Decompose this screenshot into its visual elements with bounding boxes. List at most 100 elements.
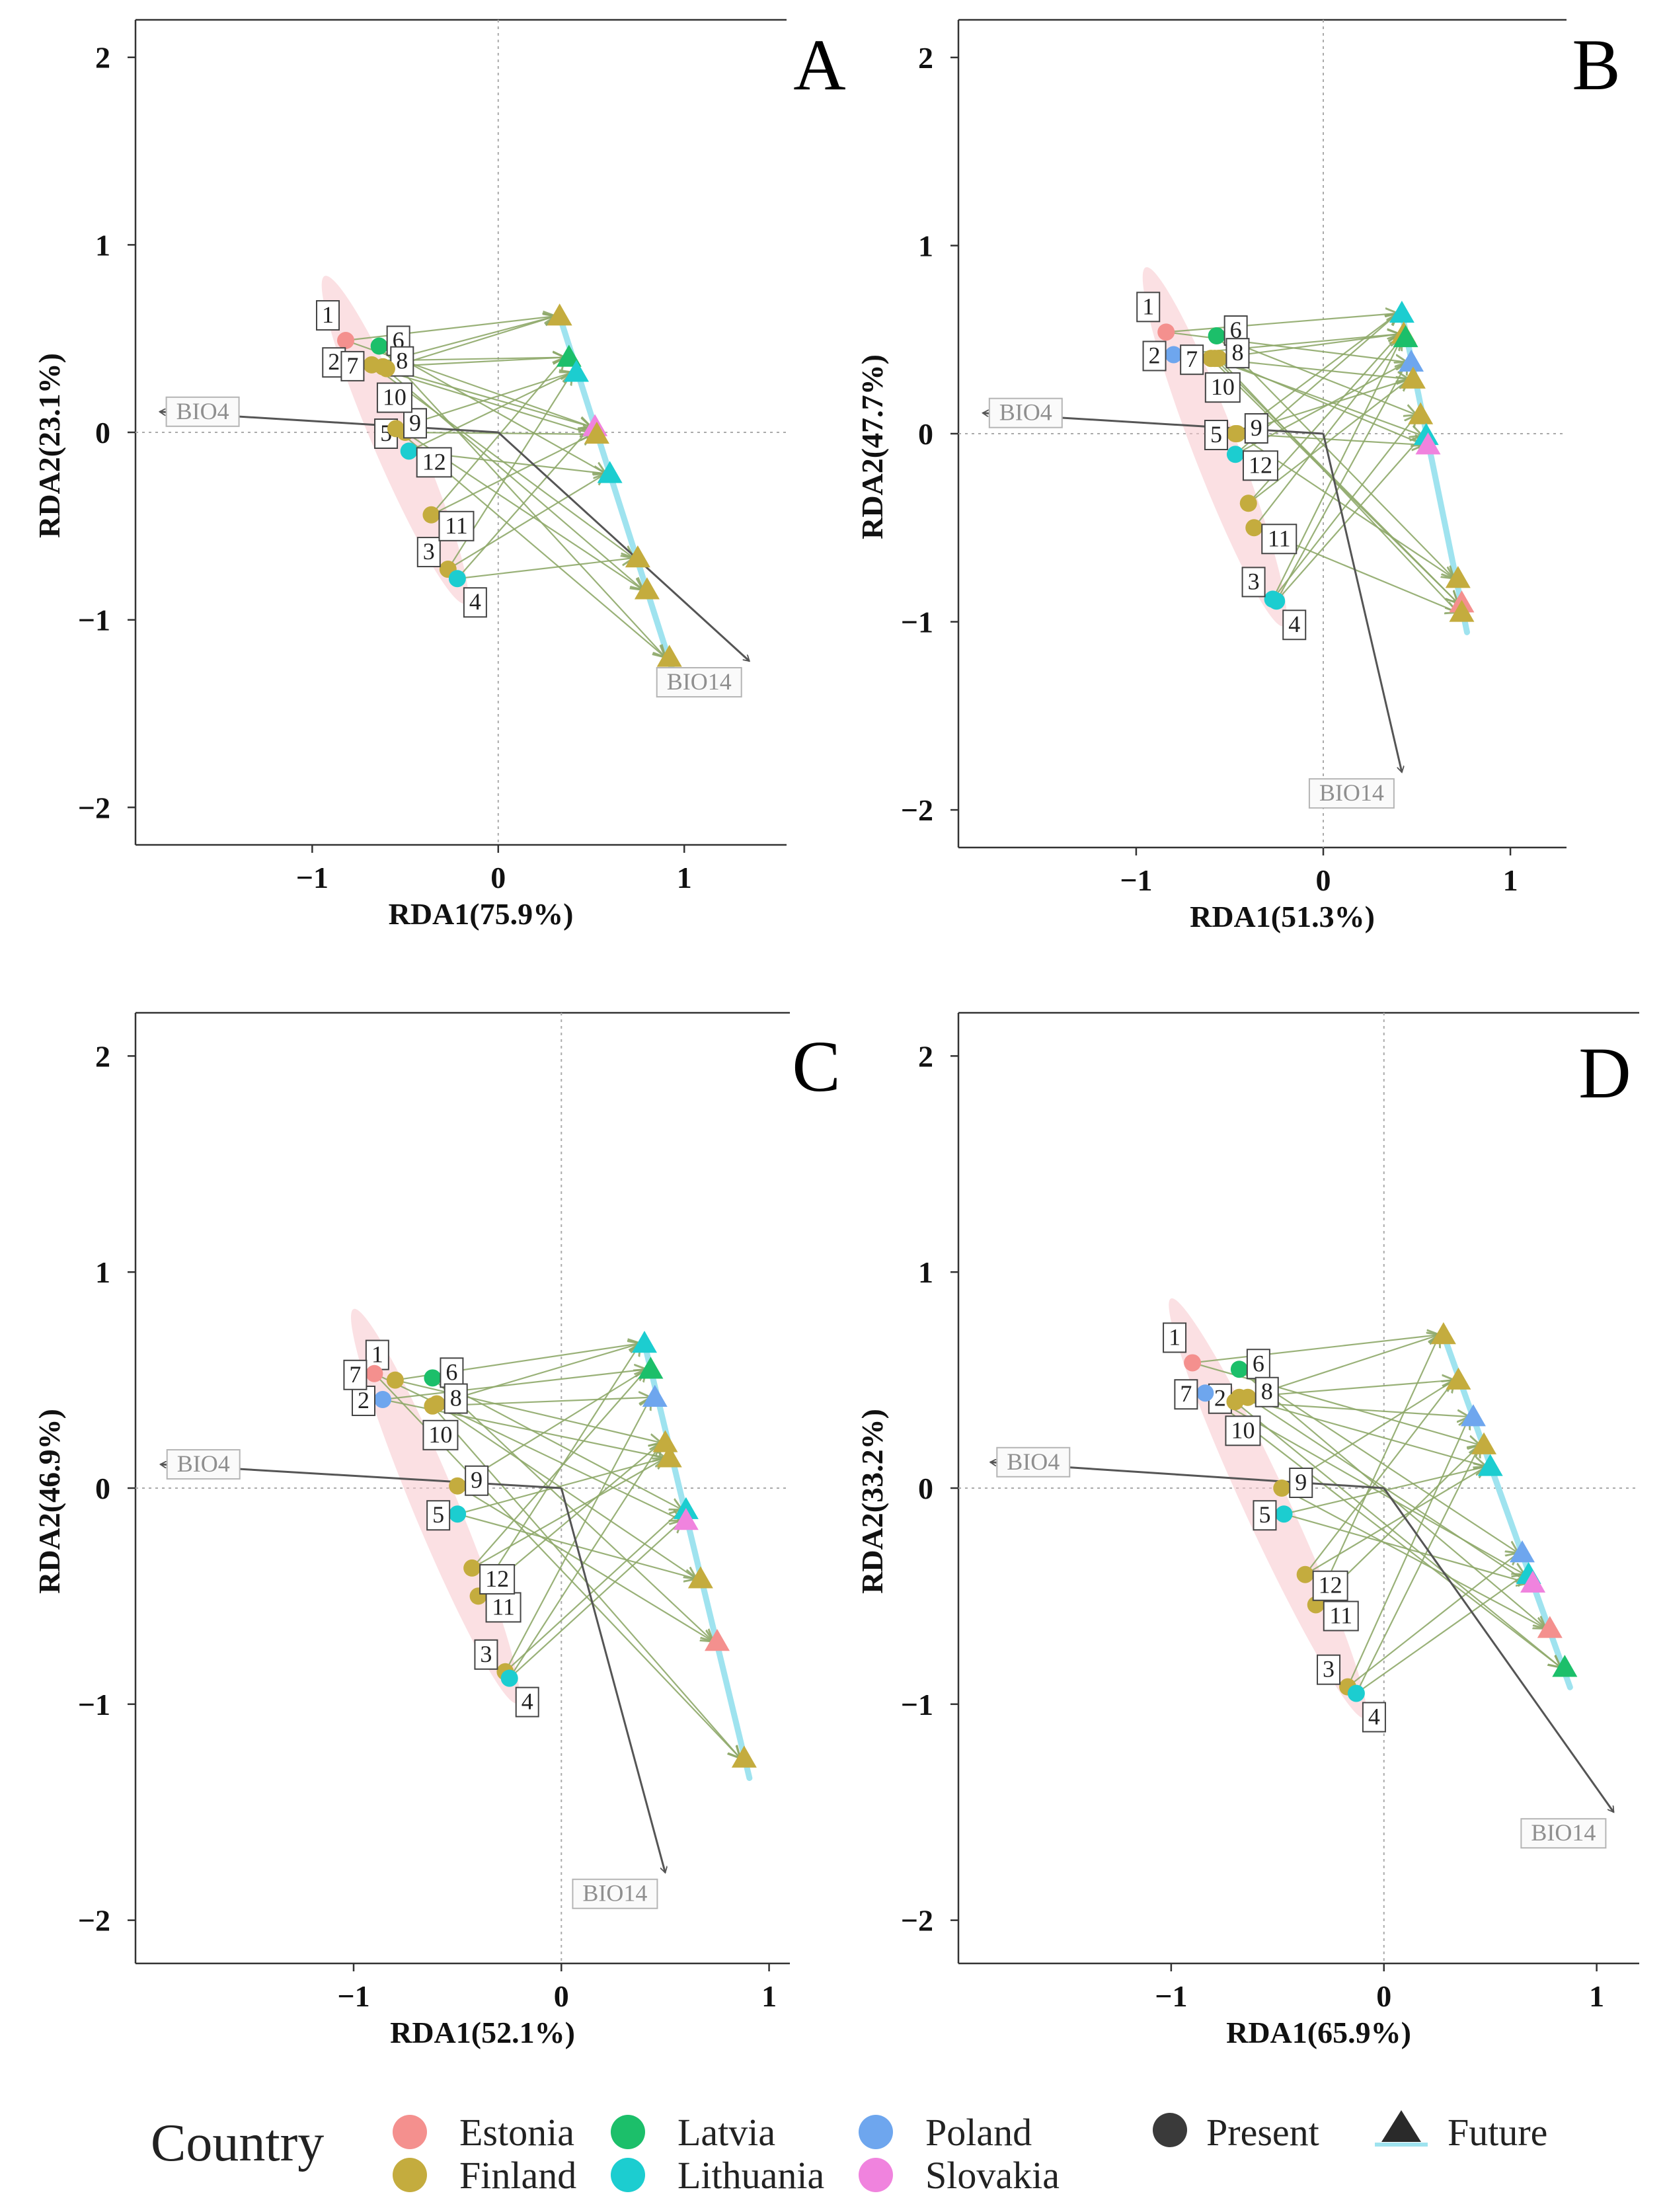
site-label: 9 <box>1251 415 1262 441</box>
future-band <box>641 1340 753 1782</box>
site-label: 12 <box>485 1565 509 1592</box>
future-point <box>1389 300 1414 323</box>
future-point <box>625 545 650 568</box>
site-label-box <box>1136 292 1161 323</box>
site-label: 4 <box>1368 1703 1380 1729</box>
site-label: 2 <box>328 348 340 375</box>
present-point <box>500 1669 518 1687</box>
present-point <box>366 1364 383 1382</box>
shift-arrow <box>1214 358 1458 603</box>
panel-letter: C <box>792 1026 840 1107</box>
shift-arrow <box>378 345 666 658</box>
x-tick-label: 1 <box>761 1979 777 2013</box>
future-point <box>687 1566 713 1589</box>
present-point <box>1184 1354 1202 1372</box>
site-label: 5 <box>432 1501 444 1528</box>
vector-label-box <box>572 1878 658 1909</box>
site-label: 4 <box>522 1688 533 1715</box>
future-point <box>1393 325 1418 348</box>
site-label-box <box>1204 420 1228 450</box>
vector-label-box <box>988 397 1063 428</box>
y-tick-label: −2 <box>901 793 933 827</box>
x-axis-title: RDA1(51.3%) <box>1190 900 1375 933</box>
shift-arrow <box>373 1372 681 1521</box>
y-tick-label: 1 <box>918 229 933 262</box>
site-label-box <box>403 408 427 439</box>
shift-arrow <box>1276 436 1422 602</box>
shift-arrow <box>1281 1487 1546 1628</box>
y-tick-label: −1 <box>78 1688 110 1721</box>
future-point <box>556 344 582 367</box>
legend-swatch-present <box>1153 2113 1187 2147</box>
shift-arrow <box>457 558 634 580</box>
vector-label: BIO14 <box>582 1880 647 1907</box>
shift-arrow <box>1315 1335 1440 1605</box>
site-label-box <box>365 1339 389 1370</box>
site-label: 1 <box>371 1341 383 1368</box>
shift-arrow <box>508 1521 682 1679</box>
shift-arrow <box>432 1377 681 1509</box>
legend-swatch-latvia <box>611 2115 645 2149</box>
shift-arrow <box>504 1398 650 1673</box>
future-point <box>1477 1454 1503 1476</box>
present-point <box>386 1371 404 1389</box>
site-label-box <box>438 510 475 541</box>
future-point <box>656 1445 682 1468</box>
x-tick-label: −1 <box>296 861 329 894</box>
legend-label-estonia: Estonia <box>459 2111 574 2154</box>
present-point <box>1157 323 1175 341</box>
present-point <box>448 570 466 588</box>
shift-arrow <box>430 434 592 516</box>
site-label: 12 <box>422 448 446 475</box>
legend-label-future: Future <box>1448 2111 1547 2154</box>
legend-label-latvia: Latvia <box>678 2111 775 2154</box>
site-label: 6 <box>445 1359 457 1385</box>
future-point <box>547 303 572 326</box>
shift-arrow <box>1239 1396 1487 1467</box>
present-point <box>422 506 440 524</box>
site-label-box <box>1242 450 1278 481</box>
shift-arrow <box>1272 415 1417 600</box>
future-point <box>1408 402 1434 424</box>
shift-arrow <box>1166 331 1407 362</box>
present-point <box>1226 446 1244 463</box>
present-point <box>1196 1384 1214 1402</box>
site-label-box <box>463 587 487 618</box>
y-axis-title: RDA2(47.7%) <box>855 354 889 539</box>
site-label: 6 <box>1230 317 1242 343</box>
future-point <box>1415 432 1441 455</box>
site-label: 2 <box>358 1387 369 1413</box>
site-label: 7 <box>1186 346 1198 372</box>
present-point <box>374 1391 391 1409</box>
site-label-box <box>1317 1654 1341 1685</box>
shift-arrow <box>447 473 606 570</box>
future-point <box>1471 1432 1497 1454</box>
site-label-box <box>416 447 452 478</box>
future-point <box>656 645 682 667</box>
shift-arrow <box>436 1403 697 1579</box>
vector-label-box <box>656 667 742 698</box>
panel-b: −1 0 1−2−1012RDA1(51.3%)RDA2(47.7%)BBIO4BI… <box>855 19 1621 933</box>
future-point <box>673 1508 699 1530</box>
site-label: 1 <box>1169 1323 1181 1350</box>
legend-label-poland: Poland <box>925 2111 1032 2154</box>
shift-arrow <box>1216 335 1454 578</box>
site-label: 9 <box>409 409 421 436</box>
x-axis-title: RDA1(75.9%) <box>389 897 574 931</box>
site-label-box <box>1323 1600 1359 1632</box>
y-tick-label: 2 <box>95 41 110 75</box>
present-point <box>387 420 405 438</box>
shift-arrow <box>1218 358 1424 445</box>
shift-arrow <box>1304 1380 1455 1575</box>
site-label: 10 <box>1211 374 1235 400</box>
legend-swatch-slovakia <box>859 2158 893 2192</box>
site-label: 7 <box>349 1361 361 1388</box>
shift-arrow <box>432 1398 650 1407</box>
shift-arrow <box>382 366 643 590</box>
site-label-box <box>340 350 365 381</box>
site-label: 2 <box>1214 1385 1226 1411</box>
legend-swatch-lithuania <box>611 2158 645 2192</box>
shift-arrow <box>430 358 564 516</box>
x-tick-label: 0 <box>1376 1979 1391 2013</box>
vector-label: BIO14 <box>1531 1819 1596 1846</box>
